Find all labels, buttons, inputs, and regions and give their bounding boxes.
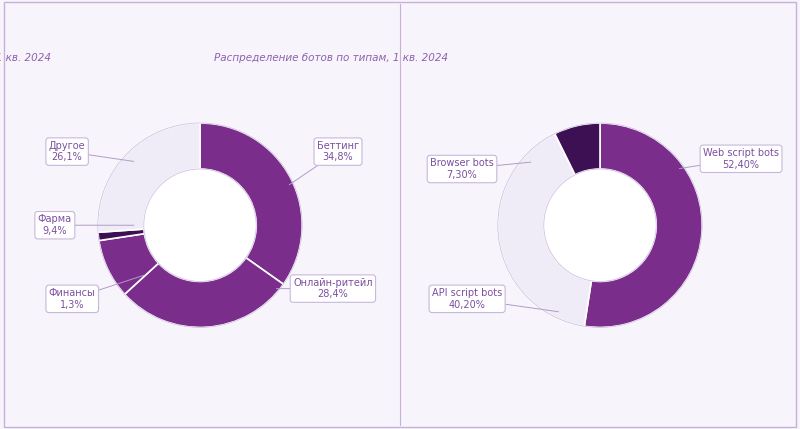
Wedge shape — [98, 229, 145, 241]
Text: API script bots
40,20%: API script bots 40,20% — [432, 288, 502, 310]
Wedge shape — [200, 123, 302, 284]
Text: Фарма
9,4%: Фарма 9,4% — [38, 214, 72, 236]
Text: Онлайн-ритейл
28,4%: Онлайн-ритейл 28,4% — [293, 278, 373, 299]
Wedge shape — [98, 123, 200, 232]
Text: Browser bots
7,30%: Browser bots 7,30% — [430, 158, 494, 180]
Text: Web script bots
52,40%: Web script bots 52,40% — [703, 148, 779, 169]
Wedge shape — [125, 258, 283, 327]
Text: Финансы
1,3%: Финансы 1,3% — [49, 288, 95, 310]
Wedge shape — [584, 123, 702, 327]
Text: Активность ботов по сегментам, 1 кв. 2024: Активность ботов по сегментам, 1 кв. 202… — [0, 53, 51, 63]
Wedge shape — [498, 133, 591, 326]
Wedge shape — [99, 234, 158, 294]
Text: Распределение ботов по типам, 1 кв. 2024: Распределение ботов по типам, 1 кв. 2024 — [214, 53, 448, 63]
Circle shape — [544, 169, 656, 281]
Text: Другое
26,1%: Другое 26,1% — [49, 141, 86, 163]
Circle shape — [144, 169, 256, 281]
Wedge shape — [554, 123, 600, 175]
Text: Беттинг
34,8%: Беттинг 34,8% — [317, 141, 359, 163]
